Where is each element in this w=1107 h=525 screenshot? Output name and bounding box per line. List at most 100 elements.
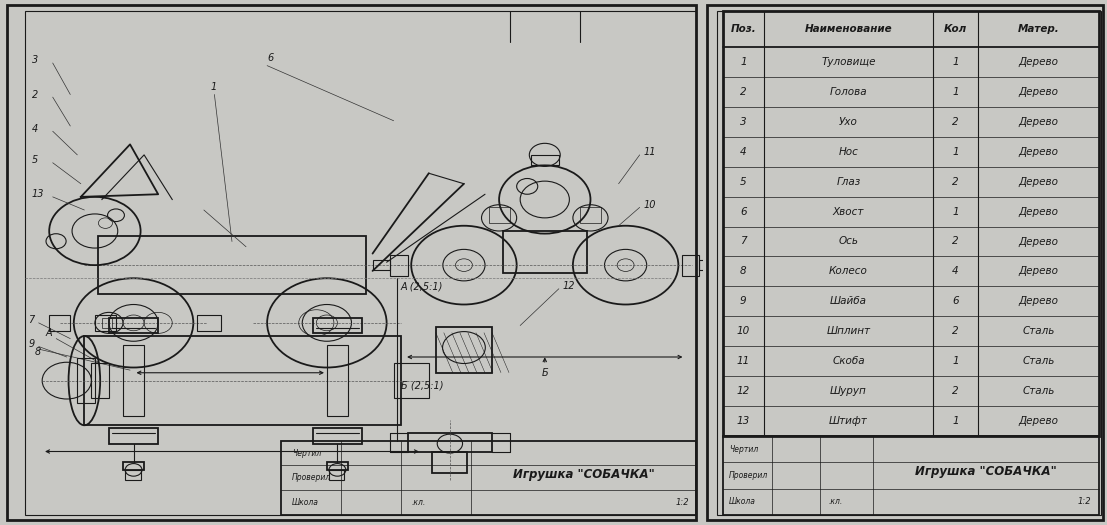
- Text: 5: 5: [741, 177, 746, 187]
- Text: Проверил: Проверил: [730, 470, 768, 480]
- Text: 1: 1: [952, 207, 959, 217]
- Text: 1: 1: [952, 87, 959, 97]
- Text: Колесо: Колесо: [829, 266, 868, 276]
- Text: Туловище: Туловище: [821, 57, 876, 67]
- Text: Игрушка "СОБАЧКА": Игрушка "СОБАЧКА": [513, 468, 654, 480]
- Text: 8: 8: [35, 346, 41, 357]
- Bar: [436, 327, 492, 373]
- Text: Игрушка "СОБАЧКА": Игрушка "СОБАЧКА": [914, 465, 1057, 478]
- Text: 2: 2: [32, 89, 38, 100]
- Bar: [407, 433, 493, 452]
- Bar: [313, 318, 362, 333]
- Bar: [488, 207, 509, 223]
- Text: 9: 9: [28, 339, 34, 349]
- Bar: [436, 327, 492, 373]
- Bar: [123, 462, 144, 470]
- Text: Ось: Ось: [838, 236, 858, 247]
- Text: Дерево: Дерево: [1018, 177, 1058, 187]
- Bar: [313, 428, 362, 444]
- Text: 7: 7: [28, 315, 34, 326]
- Bar: [436, 327, 492, 373]
- Bar: [84, 336, 401, 425]
- Bar: [197, 315, 221, 331]
- Bar: [373, 260, 390, 270]
- Bar: [49, 315, 71, 331]
- Bar: [682, 255, 700, 276]
- Bar: [99, 236, 365, 294]
- Text: .кл.: .кл.: [828, 497, 842, 506]
- Text: 2: 2: [952, 117, 959, 127]
- Text: 13: 13: [737, 416, 749, 426]
- Text: А: А: [45, 328, 52, 339]
- Text: 12: 12: [737, 386, 749, 396]
- Text: 5: 5: [32, 155, 38, 165]
- Text: 1: 1: [952, 57, 959, 67]
- Bar: [77, 358, 95, 403]
- Text: Кол: Кол: [944, 24, 968, 34]
- Bar: [327, 462, 348, 470]
- Text: 6: 6: [267, 52, 273, 63]
- Text: 9: 9: [741, 296, 746, 306]
- Text: Школа: Школа: [730, 497, 756, 506]
- Text: Чертил: Чертил: [292, 449, 321, 458]
- Text: 10: 10: [643, 200, 655, 210]
- Bar: [436, 327, 492, 373]
- Text: 2: 2: [741, 87, 746, 97]
- Bar: [723, 436, 1099, 514]
- Bar: [530, 155, 559, 165]
- Text: 6: 6: [741, 207, 746, 217]
- Text: Дерево: Дерево: [1018, 87, 1058, 97]
- Text: Скоба: Скоба: [832, 356, 865, 366]
- Text: Сталь: Сталь: [1022, 386, 1055, 396]
- Text: 12: 12: [562, 281, 575, 291]
- Bar: [102, 318, 113, 328]
- Text: 1: 1: [741, 57, 746, 67]
- Bar: [436, 327, 492, 373]
- Text: Шплинт: Шплинт: [827, 326, 870, 336]
- Text: Ухо: Ухо: [839, 117, 858, 127]
- Text: Сталь: Сталь: [1022, 326, 1055, 336]
- Text: 8: 8: [741, 266, 746, 276]
- Bar: [723, 10, 1099, 436]
- Text: Матер.: Матер.: [1017, 24, 1059, 34]
- Text: 1:2: 1:2: [1077, 497, 1090, 506]
- Text: Шайба: Шайба: [830, 296, 867, 306]
- Text: Дерево: Дерево: [1018, 416, 1058, 426]
- Bar: [436, 327, 492, 373]
- Text: Хвост: Хвост: [832, 207, 865, 217]
- Text: 10: 10: [737, 326, 749, 336]
- Bar: [125, 470, 141, 480]
- Text: Штифт: Штифт: [829, 416, 868, 426]
- Text: Дерево: Дерево: [1018, 207, 1058, 217]
- Text: 4: 4: [952, 266, 959, 276]
- Text: 3: 3: [741, 117, 746, 127]
- Text: 6: 6: [952, 296, 959, 306]
- Text: Дерево: Дерево: [1018, 236, 1058, 247]
- Text: 2: 2: [952, 386, 959, 396]
- Text: 3: 3: [32, 55, 38, 66]
- Bar: [503, 231, 587, 273]
- Text: А (2,5:1): А (2,5:1): [401, 281, 443, 291]
- Text: 1: 1: [952, 356, 959, 366]
- Text: 2: 2: [952, 177, 959, 187]
- Bar: [390, 255, 407, 276]
- Text: 11: 11: [737, 356, 749, 366]
- Text: 7: 7: [741, 236, 746, 247]
- Text: 1:2: 1:2: [675, 498, 689, 507]
- Bar: [580, 207, 601, 223]
- Text: Дерево: Дерево: [1018, 117, 1058, 127]
- Text: Дерево: Дерево: [1018, 57, 1058, 67]
- Text: Нос: Нос: [838, 147, 858, 157]
- Text: 4: 4: [32, 123, 38, 134]
- Text: Школа: Школа: [292, 498, 319, 507]
- Text: Дерево: Дерево: [1018, 266, 1058, 276]
- Bar: [327, 345, 348, 416]
- Text: 1: 1: [952, 147, 959, 157]
- Text: Голова: Голова: [829, 87, 867, 97]
- Text: .кл.: .кл.: [411, 498, 425, 507]
- Text: 11: 11: [643, 147, 655, 157]
- Text: Поз.: Поз.: [731, 24, 756, 34]
- Text: Дерево: Дерево: [1018, 296, 1058, 306]
- Bar: [394, 363, 428, 398]
- Bar: [92, 363, 108, 398]
